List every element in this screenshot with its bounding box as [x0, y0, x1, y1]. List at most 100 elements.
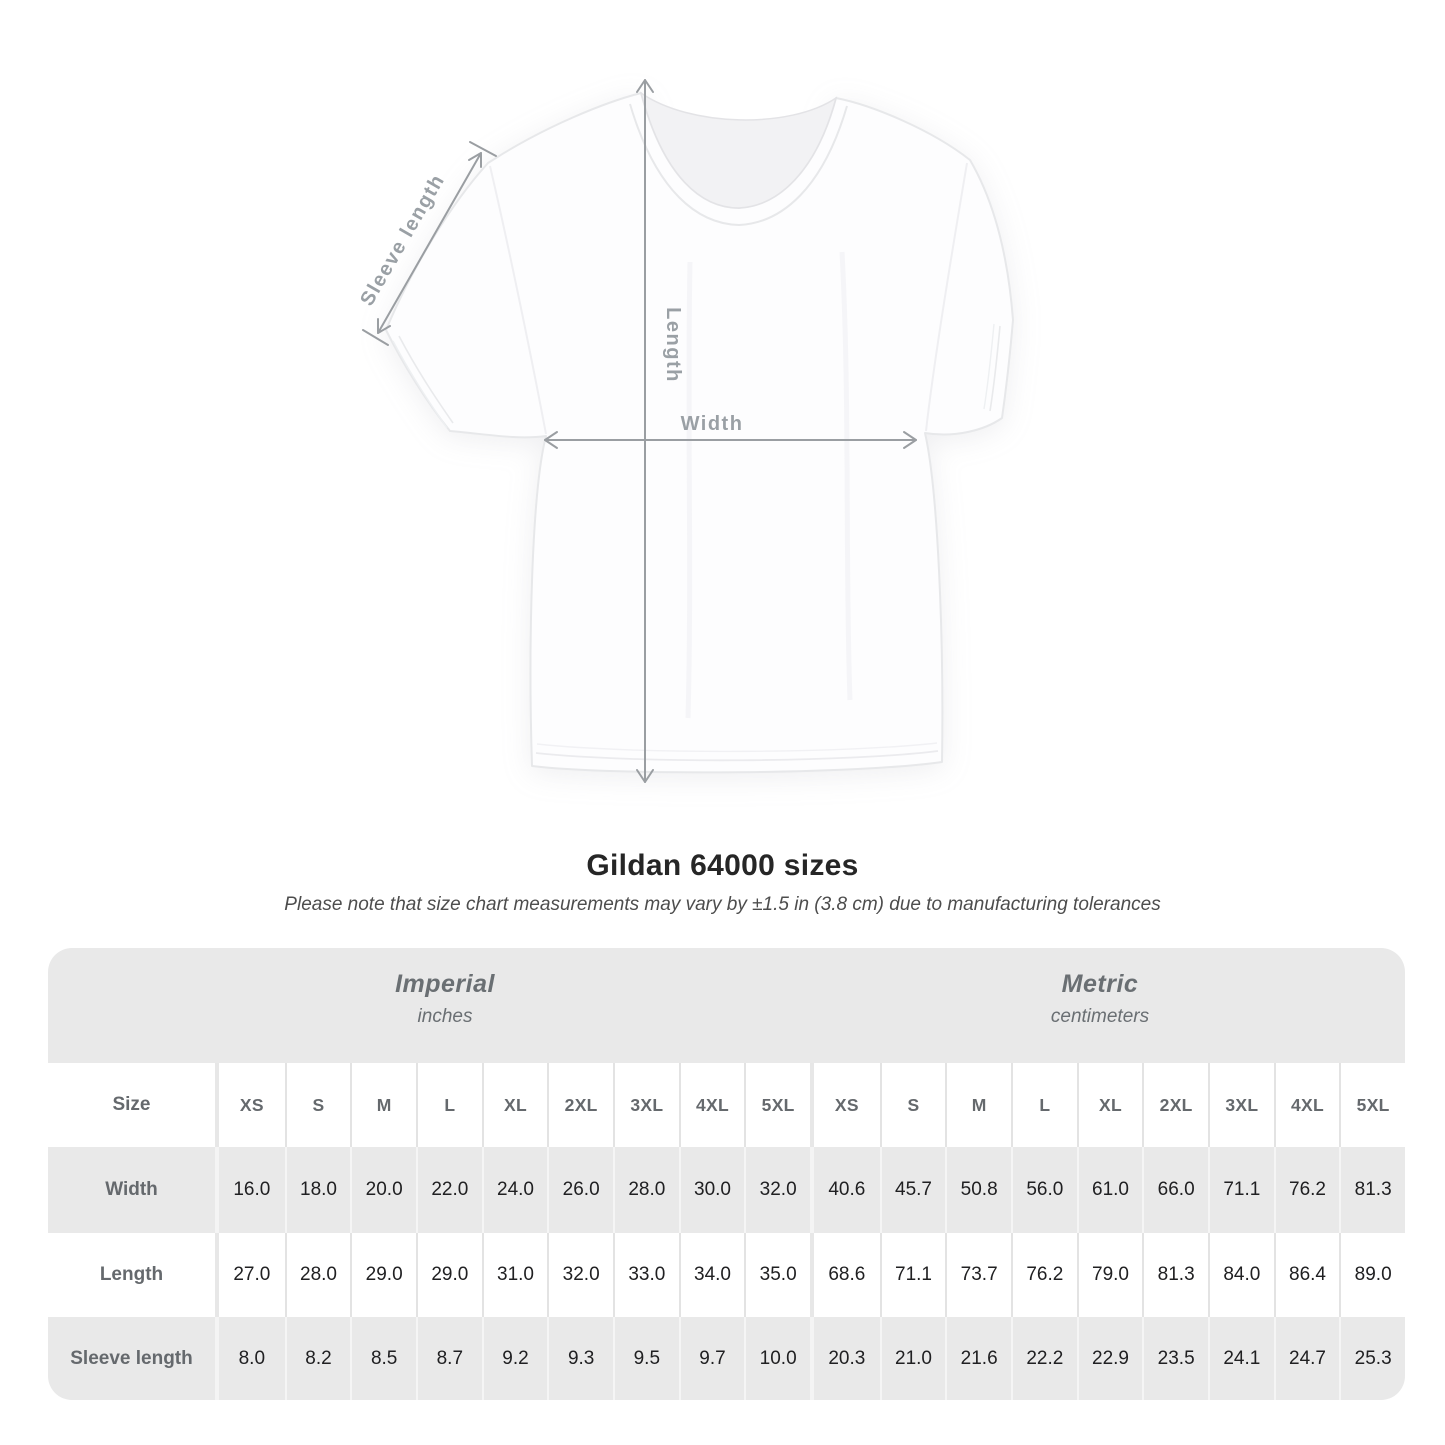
- value-length-imperial-5XL: 35.0: [744, 1233, 810, 1317]
- value-length-imperial-2XL: 32.0: [547, 1233, 613, 1317]
- length-arrow: [636, 79, 654, 783]
- collar-opening: [639, 91, 838, 209]
- size-header-imperial-5XL: 5XL: [744, 1063, 810, 1147]
- value-length-imperial-4XL: 34.0: [678, 1233, 745, 1317]
- size-header-imperial-4XL: 4XL: [678, 1063, 745, 1147]
- value-width-metric-2XL: 66.0: [1142, 1147, 1208, 1233]
- shirt-measurement-diagram: Sleeve length Length Width: [356, 79, 1014, 783]
- size-header-metric-S: S: [879, 1063, 946, 1147]
- column-gap: [809, 1147, 814, 1233]
- wrinkle-line: [685, 261, 693, 719]
- metric-group-header: Metric centimeters: [1051, 966, 1149, 1032]
- value-length-imperial-L: 29.0: [415, 1233, 482, 1317]
- value-sleeve-length-metric-XS: 20.3: [813, 1317, 880, 1400]
- value-length-imperial-M: 29.0: [350, 1233, 416, 1317]
- value-width-imperial-L: 22.0: [415, 1147, 482, 1233]
- value-sleeve-length-imperial-4XL: 9.7: [678, 1317, 745, 1400]
- column-gap: [215, 1063, 219, 1147]
- tshirt-graphic: Sleeve length Length Width: [356, 79, 1014, 783]
- column-gap: [809, 1063, 814, 1147]
- size-header-metric-3XL: 3XL: [1207, 1063, 1274, 1147]
- value-length-metric-XL: 79.0: [1076, 1233, 1143, 1317]
- column-gap: [215, 1233, 219, 1317]
- sleeve-length-arrow: [362, 141, 497, 346]
- value-length-imperial-XS: 27.0: [219, 1233, 285, 1317]
- value-length-metric-S: 71.1: [879, 1233, 946, 1317]
- value-length-imperial-3XL: 33.0: [612, 1233, 679, 1317]
- size-header-imperial-S: S: [284, 1063, 351, 1147]
- size-header-metric-4XL: 4XL: [1273, 1063, 1340, 1147]
- size-header-metric-2XL: 2XL: [1142, 1063, 1208, 1147]
- value-length-metric-4XL: 86.4: [1273, 1233, 1340, 1317]
- value-sleeve-length-imperial-S: 8.2: [284, 1317, 351, 1400]
- size-header-metric-M: M: [945, 1063, 1011, 1147]
- value-length-metric-2XL: 81.3: [1142, 1233, 1208, 1317]
- value-width-metric-S: 45.7: [879, 1147, 946, 1233]
- value-sleeve-length-metric-5XL: 25.3: [1339, 1317, 1405, 1400]
- value-width-metric-4XL: 76.2: [1273, 1147, 1340, 1233]
- value-width-imperial-S: 18.0: [284, 1147, 351, 1233]
- bottom-hem: [535, 750, 939, 762]
- value-width-metric-XS: 40.6: [813, 1147, 880, 1233]
- width-label: Width: [681, 413, 744, 435]
- value-width-metric-XL: 61.0: [1076, 1147, 1143, 1233]
- imperial-label: Imperial: [395, 970, 495, 998]
- left-sleeve-hem: [398, 335, 454, 424]
- value-width-imperial-XL: 24.0: [481, 1147, 548, 1233]
- value-sleeve-length-metric-XL: 22.9: [1076, 1317, 1143, 1400]
- right-armhole-seam: [925, 162, 968, 432]
- column-gap: [215, 1317, 219, 1400]
- value-sleeve-length-metric-S: 21.0: [879, 1317, 946, 1400]
- imperial-units: inches: [417, 1006, 473, 1027]
- size-table: Imperial inches Metric centimeters Size X…: [48, 948, 1405, 1400]
- value-width-imperial-M: 20.0: [350, 1147, 416, 1233]
- value-sleeve-length-metric-3XL: 24.1: [1207, 1317, 1274, 1400]
- left-armhole-seam: [489, 165, 547, 435]
- value-sleeve-length-metric-L: 22.2: [1010, 1317, 1077, 1400]
- table-header-band: Imperial inches Metric centimeters: [48, 948, 1405, 1063]
- size-header-metric-XS: XS: [813, 1063, 880, 1147]
- value-sleeve-length-imperial-5XL: 10.0: [744, 1317, 810, 1400]
- value-sleeve-length-imperial-2XL: 9.3: [547, 1317, 613, 1400]
- value-width-imperial-3XL: 28.0: [612, 1147, 679, 1233]
- size-header-imperial-XL: XL: [481, 1063, 548, 1147]
- value-width-metric-M: 50.8: [945, 1147, 1011, 1233]
- size-header-imperial-2XL: 2XL: [547, 1063, 613, 1147]
- page-title: Gildan 64000 sizes: [586, 849, 859, 882]
- value-length-metric-M: 73.7: [945, 1233, 1011, 1317]
- wrinkle-line: [839, 251, 853, 701]
- value-sleeve-length-metric-M: 21.6: [945, 1317, 1011, 1400]
- value-sleeve-length-imperial-XL: 9.2: [481, 1317, 548, 1400]
- right-sleeve-hem: [989, 325, 1001, 412]
- size-header-imperial-L: L: [415, 1063, 482, 1147]
- size-header-imperial-XS: XS: [219, 1063, 285, 1147]
- value-length-imperial-S: 28.0: [284, 1233, 351, 1317]
- length-label: Length: [662, 307, 684, 383]
- width-arrow: [544, 431, 917, 449]
- row-label-width: Width: [48, 1147, 215, 1233]
- column-gap: [809, 1317, 814, 1400]
- size-column-header: Size: [48, 1063, 215, 1147]
- row-label-length: Length: [48, 1233, 215, 1317]
- value-width-imperial-XS: 16.0: [219, 1147, 285, 1233]
- value-sleeve-length-imperial-M: 8.5: [350, 1317, 416, 1400]
- tolerance-note: Please note that size chart measurements…: [284, 894, 1161, 915]
- value-length-metric-5XL: 89.0: [1339, 1233, 1405, 1317]
- size-header-imperial-M: M: [350, 1063, 416, 1147]
- value-sleeve-length-imperial-L: 8.7: [415, 1317, 482, 1400]
- value-width-imperial-5XL: 32.0: [744, 1147, 810, 1233]
- value-width-imperial-4XL: 30.0: [678, 1147, 745, 1233]
- value-sleeve-length-imperial-XS: 8.0: [219, 1317, 285, 1400]
- metric-label: Metric: [1061, 970, 1139, 998]
- size-header-metric-5XL: 5XL: [1339, 1063, 1405, 1147]
- value-length-imperial-XL: 31.0: [481, 1233, 548, 1317]
- value-sleeve-length-metric-4XL: 24.7: [1273, 1317, 1340, 1400]
- value-sleeve-length-imperial-3XL: 9.5: [612, 1317, 679, 1400]
- value-sleeve-length-metric-2XL: 23.5: [1142, 1317, 1208, 1400]
- value-length-metric-3XL: 84.0: [1207, 1233, 1274, 1317]
- imperial-group-header: Imperial inches: [395, 966, 495, 1032]
- right-sleeve-hem-2: [983, 323, 995, 410]
- value-width-imperial-2XL: 26.0: [547, 1147, 613, 1233]
- value-length-metric-XS: 68.6: [813, 1233, 880, 1317]
- column-gap: [215, 1147, 219, 1233]
